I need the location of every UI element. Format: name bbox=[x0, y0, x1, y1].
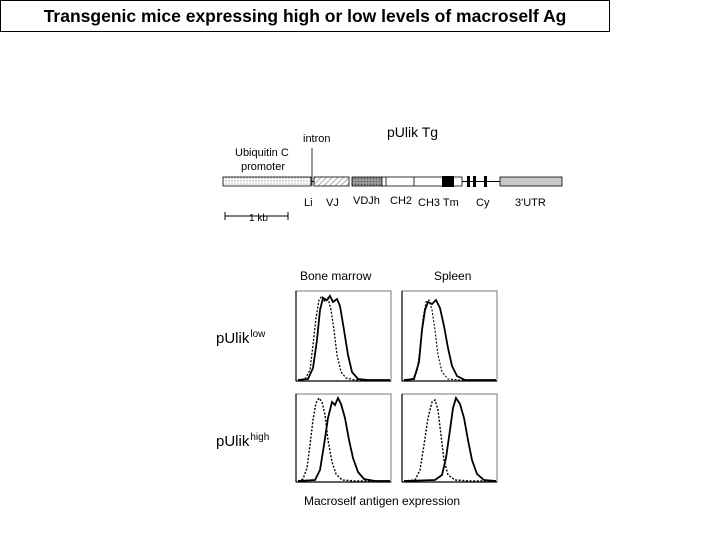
construct-name: pUlik Tg bbox=[387, 124, 439, 140]
scale-bar-label: 1 kb bbox=[249, 213, 268, 224]
segment-utr: 3'UTR bbox=[515, 197, 546, 209]
segment-vj: VJ bbox=[326, 197, 339, 209]
utr-segment bbox=[499, 176, 563, 187]
ch3-tm-exon bbox=[442, 176, 454, 187]
row-label-low: pUliklow bbox=[216, 329, 266, 347]
panel-bone-marrow-low bbox=[295, 290, 392, 382]
column-spleen: Spleen bbox=[434, 269, 472, 283]
cy-exon-2 bbox=[473, 176, 476, 187]
segment-li: Li bbox=[304, 197, 313, 209]
column-bone-marrow: Bone marrow bbox=[300, 269, 372, 283]
cy-exon-3 bbox=[484, 176, 487, 187]
promoter-label-line1: Ubiquitin C bbox=[235, 147, 289, 159]
panel-spleen-low bbox=[401, 290, 498, 382]
promoter-label-line2: promoter bbox=[241, 161, 286, 173]
segment-vdjh: VDJh bbox=[353, 195, 380, 207]
figure-title: Transgenic mice expressing high or low l… bbox=[0, 0, 610, 32]
panel-spleen-high bbox=[401, 393, 498, 483]
segment-ch3tm: CH3 Tm bbox=[418, 197, 459, 209]
panel-bone-marrow-high bbox=[295, 393, 392, 483]
row-label-high: pUlikhigh bbox=[216, 432, 270, 450]
intron-label: intron bbox=[303, 133, 331, 145]
segment-ch2: CH2 bbox=[390, 195, 413, 207]
cy-exon-1 bbox=[467, 176, 470, 187]
x-axis-label: Macroself antigen expression bbox=[304, 494, 461, 508]
vj-segment bbox=[313, 176, 350, 187]
segment-cy: Cy bbox=[476, 197, 490, 209]
